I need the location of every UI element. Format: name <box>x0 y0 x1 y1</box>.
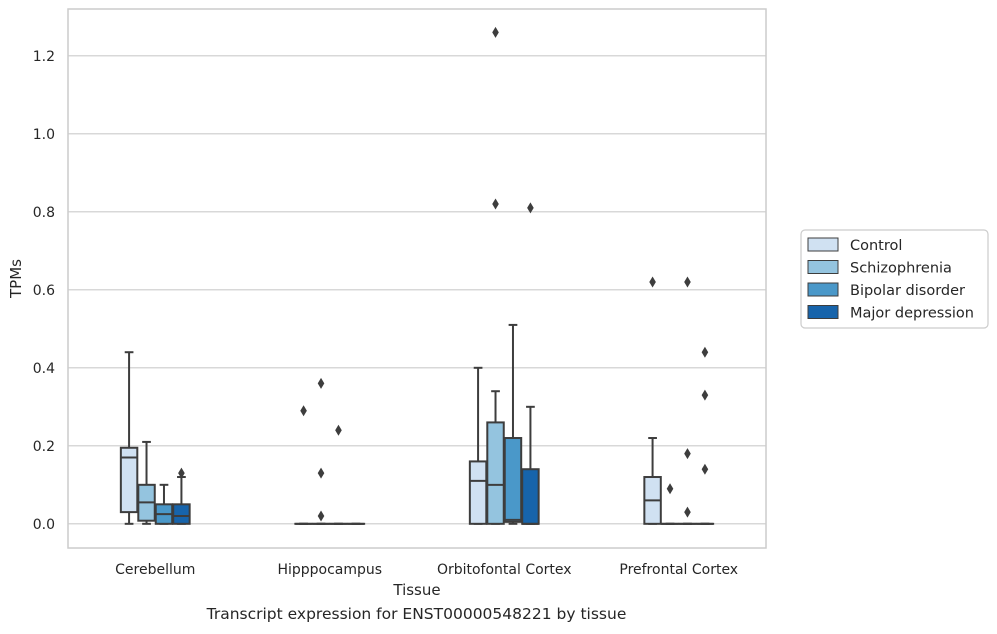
box-major-depression <box>695 346 715 525</box>
y-tick-label: 0.0 <box>33 517 55 533</box>
y-tick-label: 1.2 <box>33 49 55 65</box>
x-tick-label: Orbitofontal Cortex <box>437 562 572 578</box>
figure-caption: Transcript expression for ENST0000054822… <box>206 605 627 623</box>
outlier-point <box>701 389 709 401</box>
legend-label: Bipolar disorder <box>850 283 965 299</box>
box-bipolar-disorder <box>329 424 348 525</box>
legend-swatch <box>807 237 839 252</box>
box-body <box>172 503 191 525</box>
y-tick-label: 0.6 <box>33 283 55 299</box>
box-schizophrenia <box>486 26 505 525</box>
outlier-point <box>701 463 709 475</box>
box-schizophrenia <box>311 377 331 525</box>
legend-label: Schizophrenia <box>850 261 952 277</box>
legend-label: Major depression <box>850 306 974 322</box>
legend-swatch <box>807 305 839 319</box>
outlier-point <box>492 26 499 38</box>
outlier-point <box>492 198 499 210</box>
y-gridlines <box>68 55 766 525</box>
legend-frame <box>800 229 989 329</box>
outlier-point <box>666 483 674 495</box>
box-bipolar-disorder <box>503 323 523 525</box>
outlier-point <box>300 405 307 417</box>
outlier-point <box>178 467 185 479</box>
x-tick-label: Hipppocampus <box>277 562 382 578</box>
box-major-depression <box>172 467 191 525</box>
x-tick-label: Prefrontal Cortex <box>619 562 738 578</box>
legend-swatch <box>807 282 839 297</box>
box-body <box>521 468 540 525</box>
legend: Control Schizophrenia Bipolar disorder Majo… <box>800 229 989 329</box>
box-bipolar-disorder <box>154 483 174 525</box>
box-schizophrenia <box>137 440 156 525</box>
box-bipolar-disorder <box>678 276 697 525</box>
y-tick-label: 0.8 <box>33 205 55 221</box>
outlier-point <box>684 448 691 460</box>
outlier-point <box>701 346 709 358</box>
box-body <box>503 437 523 523</box>
outlier-point <box>317 510 325 522</box>
box-body <box>486 421 505 525</box>
x-tick-labels: Cerebellum Hipppocampus Orbitofontal Corte… <box>115 562 738 578</box>
y-tick-label: 0.2 <box>33 439 55 455</box>
box-body <box>468 460 488 525</box>
outlier-point <box>684 506 691 518</box>
box-schizophrenia <box>660 483 680 525</box>
box-body <box>119 446 139 514</box>
y-tick-labels: 0.0 0.2 0.4 0.6 0.8 1.0 1.2 <box>33 49 55 533</box>
y-tick-label: 0.4 <box>33 361 55 377</box>
y-axis-title: TPMs <box>7 259 25 299</box>
outlier-point <box>317 467 325 479</box>
outlier-point <box>649 276 656 288</box>
box-control <box>294 405 313 525</box>
outlier-point <box>317 377 325 389</box>
y-tick-label: 1.0 <box>33 127 55 143</box>
box-control <box>119 351 139 525</box>
outlier-point <box>335 424 342 436</box>
x-tick-label: Cerebellum <box>115 562 195 578</box>
box-series <box>119 26 715 525</box>
box-major-depression <box>521 202 540 525</box>
legend-label: Control <box>850 238 902 254</box>
outlier-point <box>684 276 691 288</box>
plot-area-frame <box>67 8 767 549</box>
box-control <box>643 276 662 525</box>
legend-swatch <box>807 260 839 274</box>
outlier-point <box>527 202 534 214</box>
x-axis-title: Tissue <box>392 581 440 599</box>
